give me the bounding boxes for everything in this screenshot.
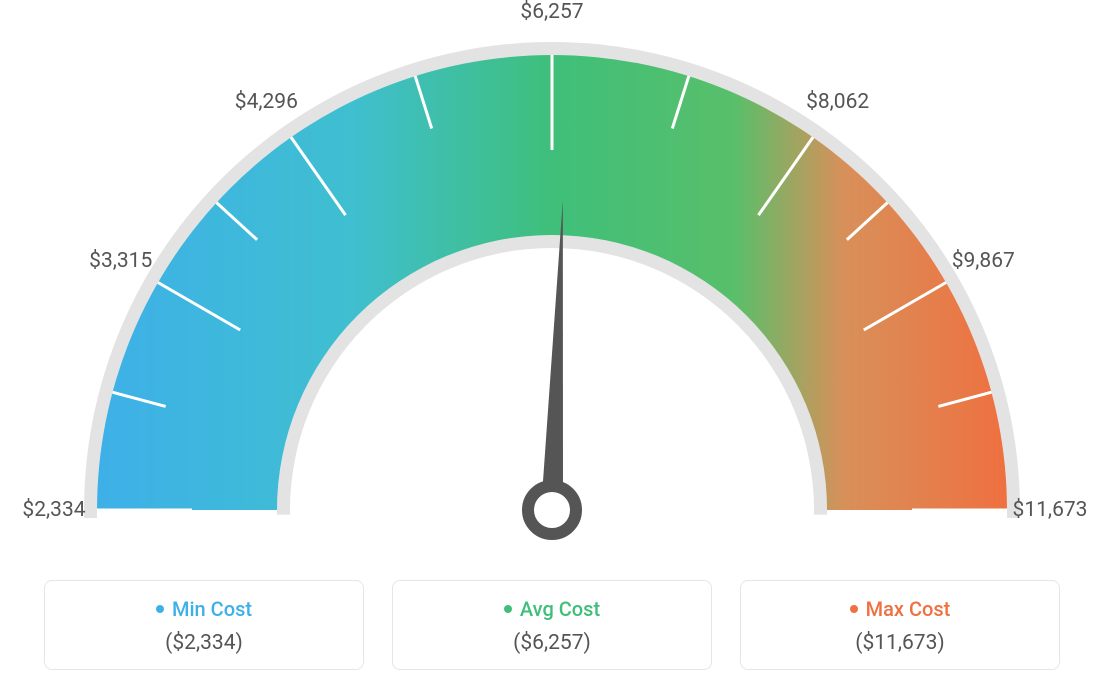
legend-title-avg-text: Avg Cost <box>520 597 600 621</box>
legend-value-max: ($11,673) <box>753 631 1047 655</box>
legend-card-max: Max Cost ($11,673) <box>740 580 1060 670</box>
legend-dot-max <box>850 605 858 613</box>
gauge-tick-label: $6,257 <box>520 0 583 24</box>
gauge-tick-label: $3,315 <box>89 249 152 273</box>
gauge-tick-label: $8,062 <box>806 90 869 114</box>
gauge-svg <box>0 0 1104 560</box>
chart-container: $2,334 $3,315 $4,296 $6,257 $8,062 $9,867 $11,… <box>0 0 1104 690</box>
legend-card-avg: Avg Cost ($6,257) <box>392 580 712 670</box>
gauge-tick-label: $2,334 <box>22 498 85 522</box>
legend-value-avg: ($6,257) <box>405 631 699 655</box>
legend-title-max: Max Cost <box>850 597 951 621</box>
legend-row: Min Cost ($2,334) Avg Cost ($6,257) Max … <box>0 580 1104 670</box>
legend-title-min-text: Min Cost <box>172 597 252 621</box>
legend-dot-min <box>156 605 164 613</box>
gauge-chart: $2,334 $3,315 $4,296 $6,257 $8,062 $9,867 $11,… <box>0 0 1104 560</box>
legend-title-avg: Avg Cost <box>504 597 600 621</box>
gauge-tick-label: $4,296 <box>235 90 298 114</box>
legend-dot-avg <box>504 605 512 613</box>
gauge-tick-label: $11,673 <box>1013 498 1088 522</box>
gauge-tick-label: $9,867 <box>952 249 1015 273</box>
legend-title-min: Min Cost <box>156 597 252 621</box>
legend-value-min: ($2,334) <box>57 631 351 655</box>
legend-card-min: Min Cost ($2,334) <box>44 580 364 670</box>
legend-title-max-text: Max Cost <box>866 597 951 621</box>
